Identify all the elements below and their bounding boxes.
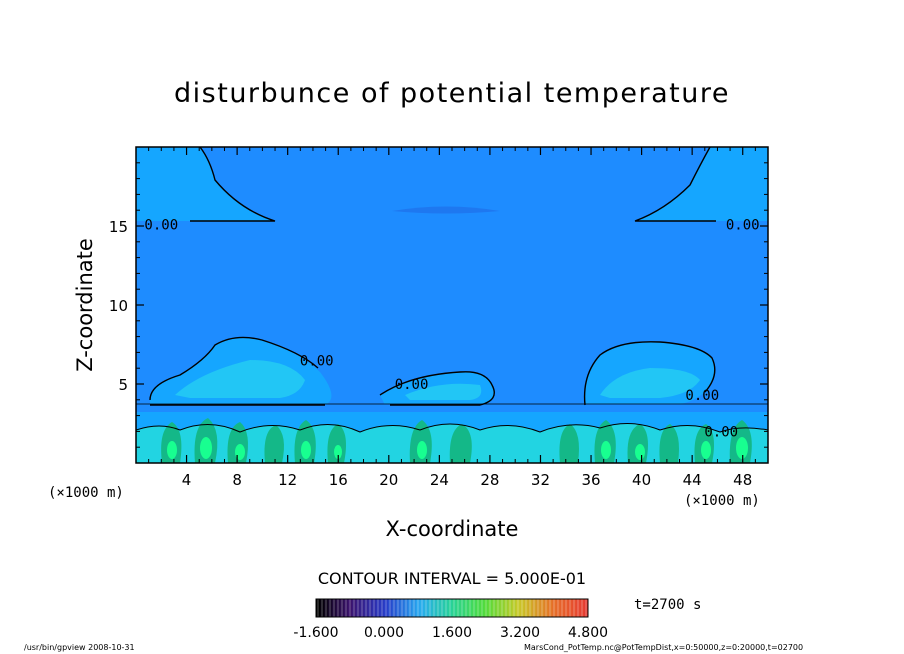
negative-patch (392, 206, 500, 214)
contour-label: 0.00 (144, 217, 178, 233)
contour-label: 0.00 (395, 377, 429, 393)
contour-label: 0.00 (685, 388, 719, 404)
colorbar-tick-label: -1.600 (293, 625, 338, 641)
x-tick-label: 44 (683, 471, 702, 489)
x-tick-label: 24 (430, 471, 449, 489)
top-right-lobe (635, 147, 768, 221)
contour-label: 0.00 (704, 424, 738, 440)
colorbar (316, 599, 588, 617)
colorbar-frame (315, 598, 589, 618)
contour-lines (136, 147, 768, 433)
x-tick-label: 16 (329, 471, 348, 489)
colorbar-tick-labels: -1.600 0.000 1.600 3.200 4.800 (293, 625, 608, 641)
colorbar-tick-label: 0.000 (364, 625, 404, 641)
x-tick-label: 8 (232, 471, 242, 489)
colorbar-tick-label: 4.800 (568, 625, 608, 641)
x-unit-label-right: (×1000 m) (684, 493, 760, 509)
plume-cores (167, 437, 748, 460)
x-tick-label: 32 (531, 471, 550, 489)
contour-label: 0.00 (300, 353, 334, 369)
top-left-lobe (136, 147, 275, 221)
contour-label: 0.00 (726, 217, 760, 233)
x-tick-label: 36 (581, 471, 600, 489)
time-label: t=2700 s (634, 597, 701, 613)
x-unit-label-left: (×1000 m) (48, 485, 124, 501)
y-tick-label: 10 (109, 297, 128, 315)
contour-labels: 0.00 0.00 0.00 0.00 0.00 0.00 (144, 217, 759, 440)
x-tick-label: 28 (480, 471, 499, 489)
y-axis-title: Z-coordinate (73, 238, 97, 372)
x-axis-title: X-coordinate (386, 517, 519, 541)
x-tick-label: 40 (632, 471, 651, 489)
x-tick-label: 48 (733, 471, 752, 489)
x-tick-label: 12 (278, 471, 297, 489)
contour-interval: CONTOUR INTERVAL = 5.000E-01 (318, 569, 586, 588)
footer-right: MarsCond_PotTemp.nc@PotTempDist,x=0:5000… (524, 643, 803, 652)
plot-field (136, 147, 768, 463)
x-tick-label: 4 (182, 471, 192, 489)
chart-title: disturbunce of potential temperature (174, 78, 730, 109)
y-tick-label: 15 (109, 218, 128, 236)
footer-left: /usr/bin/gpview 2008-10-31 (24, 643, 135, 652)
x-tick-label: 20 (379, 471, 398, 489)
colorbar-tick-label: 1.600 (432, 625, 472, 641)
colorbar-tick-label: 3.200 (500, 625, 540, 641)
y-tick-label: 5 (118, 376, 128, 394)
